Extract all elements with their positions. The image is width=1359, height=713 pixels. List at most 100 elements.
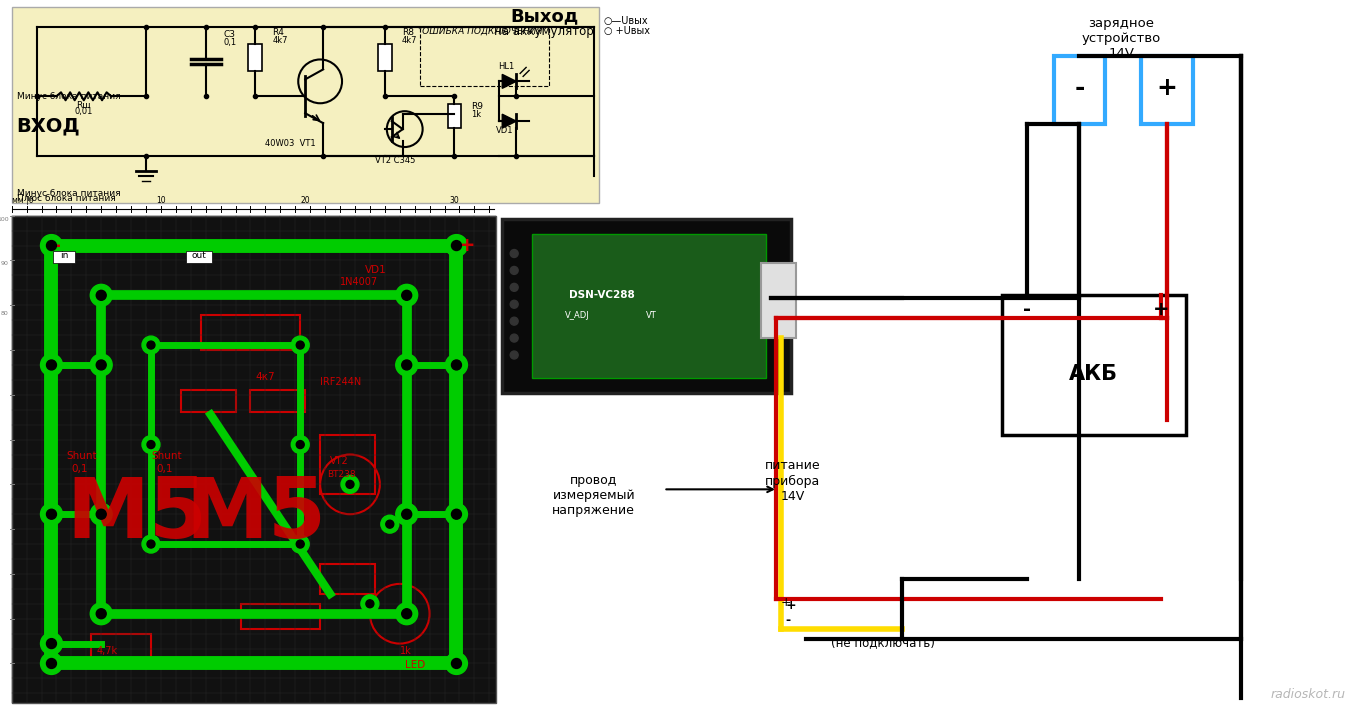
Bar — [91, 634, 151, 659]
Text: +: + — [458, 235, 474, 255]
Text: Shunt: Shunt — [67, 451, 96, 461]
Bar — [181, 390, 235, 411]
Circle shape — [143, 436, 160, 453]
Circle shape — [46, 360, 57, 370]
Text: 4,7k: 4,7k — [96, 645, 117, 655]
Text: ○ +Uвых: ○ +Uвых — [603, 26, 650, 36]
Bar — [12, 216, 496, 703]
Circle shape — [341, 476, 359, 493]
Text: VD1: VD1 — [496, 126, 512, 135]
Bar — [321, 564, 375, 594]
Text: зарядное
устройство
14V: зарядное устройство 14V — [1082, 16, 1161, 60]
Text: 4k7: 4k7 — [402, 36, 417, 44]
Circle shape — [96, 360, 106, 370]
Circle shape — [96, 290, 106, 300]
Text: ○—Uвых: ○—Uвых — [603, 16, 648, 26]
Text: radioskot.ru: radioskot.ru — [1271, 688, 1345, 702]
Bar — [761, 264, 796, 338]
Text: 0,01: 0,01 — [75, 107, 92, 116]
Text: ВХОД: ВХОД — [16, 116, 80, 135]
Text: 1k: 1k — [472, 111, 481, 119]
Text: VT: VT — [646, 311, 656, 320]
Text: (не подключать): (не подключать) — [830, 637, 935, 650]
Text: +: + — [1152, 300, 1169, 319]
Circle shape — [147, 540, 155, 548]
Bar — [53, 250, 75, 264]
Circle shape — [395, 354, 417, 376]
Circle shape — [510, 300, 518, 308]
Bar — [1142, 56, 1193, 124]
Circle shape — [395, 503, 417, 525]
Text: Shunt: Shunt — [151, 451, 182, 461]
Text: +: + — [1157, 76, 1177, 101]
Circle shape — [395, 602, 417, 625]
Text: V_ADJ: V_ADJ — [564, 311, 590, 320]
Circle shape — [510, 351, 518, 359]
Circle shape — [143, 336, 160, 354]
Circle shape — [90, 354, 113, 376]
Bar — [1002, 295, 1186, 435]
Text: VD1: VD1 — [366, 265, 387, 275]
Text: -: - — [806, 632, 810, 645]
Circle shape — [41, 503, 63, 525]
Circle shape — [291, 535, 310, 553]
Circle shape — [41, 652, 63, 674]
Circle shape — [143, 535, 160, 553]
Bar — [250, 390, 306, 411]
Circle shape — [510, 250, 518, 257]
Text: 20: 20 — [300, 196, 310, 205]
Circle shape — [46, 509, 57, 519]
Circle shape — [46, 659, 57, 669]
Circle shape — [96, 609, 106, 619]
Bar — [186, 250, 212, 264]
Circle shape — [296, 341, 304, 349]
Text: BT238: BT238 — [328, 471, 356, 479]
Text: провод
измеряемый
напряжение: провод измеряемый напряжение — [552, 474, 635, 518]
Text: C3: C3 — [224, 29, 235, 39]
Circle shape — [402, 609, 412, 619]
Circle shape — [510, 334, 518, 342]
Circle shape — [381, 515, 398, 533]
Circle shape — [296, 441, 304, 448]
Bar — [447, 104, 462, 128]
Text: DSN-VC288: DSN-VC288 — [569, 290, 635, 300]
Bar — [201, 315, 300, 350]
Circle shape — [361, 595, 379, 612]
Text: мм |0: мм |0 — [12, 196, 33, 205]
Bar — [241, 604, 321, 629]
Circle shape — [41, 235, 63, 257]
Circle shape — [90, 602, 113, 625]
Bar — [249, 43, 262, 71]
Text: 100: 100 — [0, 217, 8, 222]
Bar — [12, 6, 599, 202]
Bar — [503, 219, 791, 393]
Text: Выход: Выход — [510, 8, 578, 26]
Text: in: in — [60, 252, 68, 260]
Circle shape — [147, 341, 155, 349]
Text: M5: M5 — [186, 473, 326, 555]
Text: питание
прибора
14V: питание прибора 14V — [765, 459, 821, 503]
Text: out: out — [192, 252, 207, 260]
Bar — [1053, 56, 1105, 124]
Text: Плюс блока питания: Плюс блока питания — [16, 194, 116, 202]
Circle shape — [446, 503, 467, 525]
Circle shape — [451, 509, 462, 519]
Bar — [321, 435, 375, 494]
Circle shape — [147, 441, 155, 448]
Circle shape — [402, 360, 412, 370]
Text: 4k7: 4k7 — [272, 36, 288, 44]
Text: M5: M5 — [67, 473, 208, 555]
Text: Rш: Rш — [76, 101, 91, 111]
Polygon shape — [503, 114, 516, 128]
Circle shape — [46, 639, 57, 649]
Text: -: - — [53, 235, 61, 255]
Text: -: - — [1074, 76, 1084, 101]
Text: -: - — [1022, 300, 1030, 319]
Circle shape — [96, 509, 106, 519]
Text: +: + — [781, 596, 791, 609]
Circle shape — [291, 336, 310, 354]
Circle shape — [291, 436, 310, 453]
Circle shape — [446, 235, 467, 257]
Circle shape — [90, 284, 113, 307]
Bar — [533, 234, 766, 378]
